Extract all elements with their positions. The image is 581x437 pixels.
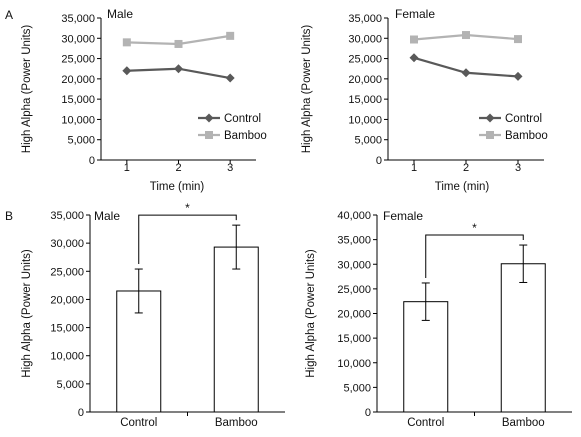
x-tick-label: 1 xyxy=(411,162,417,174)
y-tick-label: 15,000 xyxy=(348,94,382,106)
y-tick-label: 20,000 xyxy=(50,294,84,306)
data-point-bamboo xyxy=(174,39,183,48)
x-tick-label: Control xyxy=(407,417,444,429)
x-tick-label: 3 xyxy=(227,162,233,174)
data-point-control xyxy=(225,73,235,83)
y-tick-label: 30,000 xyxy=(61,33,95,45)
x-tick-label: Bamboo xyxy=(502,417,545,429)
y-axis-label: High Alpha (Power Units) xyxy=(21,25,33,154)
y-tick-label: 0 xyxy=(365,407,371,419)
data-point-bamboo xyxy=(410,35,418,44)
y-tick-label: 20,000 xyxy=(337,309,371,321)
y-tick-label: 25,000 xyxy=(348,54,382,66)
bar-bamboo xyxy=(213,246,259,413)
y-tick-label: 5,000 xyxy=(354,135,382,147)
y-tick-label: 5,000 xyxy=(67,135,95,147)
y-tick-label: 35,000 xyxy=(61,13,95,25)
bar-bamboo xyxy=(500,263,546,413)
data-point-control xyxy=(122,66,132,76)
data-point-bamboo xyxy=(226,31,235,40)
significance-marker: * xyxy=(185,201,190,215)
significance-bracket xyxy=(138,214,237,265)
data-point-control xyxy=(409,53,419,63)
chart-title: Male xyxy=(94,209,120,223)
legend-label-control: Control xyxy=(505,113,542,125)
y-tick-label: 25,000 xyxy=(337,284,371,296)
data-point-control xyxy=(461,68,471,78)
chart-line-female: 0 5,000 10,000 15,000 20,000 25,000 30,000 35,0… xyxy=(301,7,548,193)
chart-title: Female xyxy=(395,7,435,21)
y-tick-label: 10,000 xyxy=(50,351,84,363)
y-tick-label: 15,000 xyxy=(337,333,371,345)
data-point-control xyxy=(174,64,183,74)
panel-label-a: A xyxy=(5,8,13,22)
y-tick-label: 30,000 xyxy=(337,259,371,271)
y-tick-label: 35,000 xyxy=(348,13,382,25)
y-axis-label: High Alpha (Power Units) xyxy=(301,25,313,154)
y-tick-label: 10,000 xyxy=(61,114,95,126)
data-point-bamboo xyxy=(122,38,131,47)
y-tick-label: 30,000 xyxy=(348,33,382,45)
x-axis-label: Time (min) xyxy=(435,181,490,193)
y-tick-label: 30,000 xyxy=(50,238,84,250)
significance-bracket xyxy=(425,234,524,278)
x-tick-label: 2 xyxy=(463,162,469,174)
y-tick-label: 20,000 xyxy=(61,74,95,86)
x-tick-label: Bamboo xyxy=(215,417,258,429)
x-tick-label: Control xyxy=(120,417,157,429)
y-tick-label: 0 xyxy=(376,155,382,167)
y-axis-label: High Alpha (Power Units) xyxy=(305,249,317,378)
legend-label-bamboo: Bamboo xyxy=(505,130,548,142)
legend-marker-control xyxy=(204,113,214,123)
chart-bar-female: 0 5,000 10,000 15,000 20,000 25,000 30,000 35,0… xyxy=(305,209,572,429)
legend-label-bamboo: Bamboo xyxy=(224,130,267,142)
y-tick-label: 10,000 xyxy=(348,114,382,126)
legend-marker-bamboo xyxy=(205,131,213,139)
x-tick-label: 2 xyxy=(175,162,181,174)
y-tick-label: 35,000 xyxy=(50,210,84,222)
x-tick-label: 3 xyxy=(515,162,521,174)
data-point-bamboo xyxy=(462,31,470,40)
y-tick-label: 40,000 xyxy=(337,210,371,222)
chart-title: Male xyxy=(107,7,133,21)
y-tick-label: 15,000 xyxy=(50,323,84,335)
y-tick-label: 20,000 xyxy=(348,74,382,86)
y-tick-label: 25,000 xyxy=(50,266,84,278)
y-tick-label: 10,000 xyxy=(337,358,371,370)
x-tick-label: 1 xyxy=(124,162,130,174)
y-tick-label: 25,000 xyxy=(61,54,95,66)
chart-title: Female xyxy=(383,209,423,223)
legend-label-control: Control xyxy=(224,113,261,125)
data-point-control xyxy=(513,71,523,81)
y-tick-label: 0 xyxy=(89,155,95,167)
legend-marker-bamboo xyxy=(486,131,494,139)
panel-label-b: B xyxy=(5,209,13,223)
y-tick-label: 5,000 xyxy=(56,379,84,391)
significance-marker: * xyxy=(472,221,477,235)
chart-bar-male: 0 5,000 10,000 15,000 20,000 25,000 30,000 35,0… xyxy=(21,201,285,429)
y-tick-label: 0 xyxy=(78,407,84,419)
chart-line-male: 0 5,000 10,000 15,000 20,000 25,000 30,000 35,0… xyxy=(21,7,267,193)
y-axis-label: High Alpha (Power Units) xyxy=(21,249,33,378)
data-point-bamboo xyxy=(514,35,522,44)
y-tick-label: 15,000 xyxy=(61,94,95,106)
legend-marker-control xyxy=(485,113,495,123)
x-axis-label: Time (min) xyxy=(150,181,205,193)
y-tick-label: 35,000 xyxy=(337,235,371,247)
y-tick-label: 5,000 xyxy=(343,382,371,394)
